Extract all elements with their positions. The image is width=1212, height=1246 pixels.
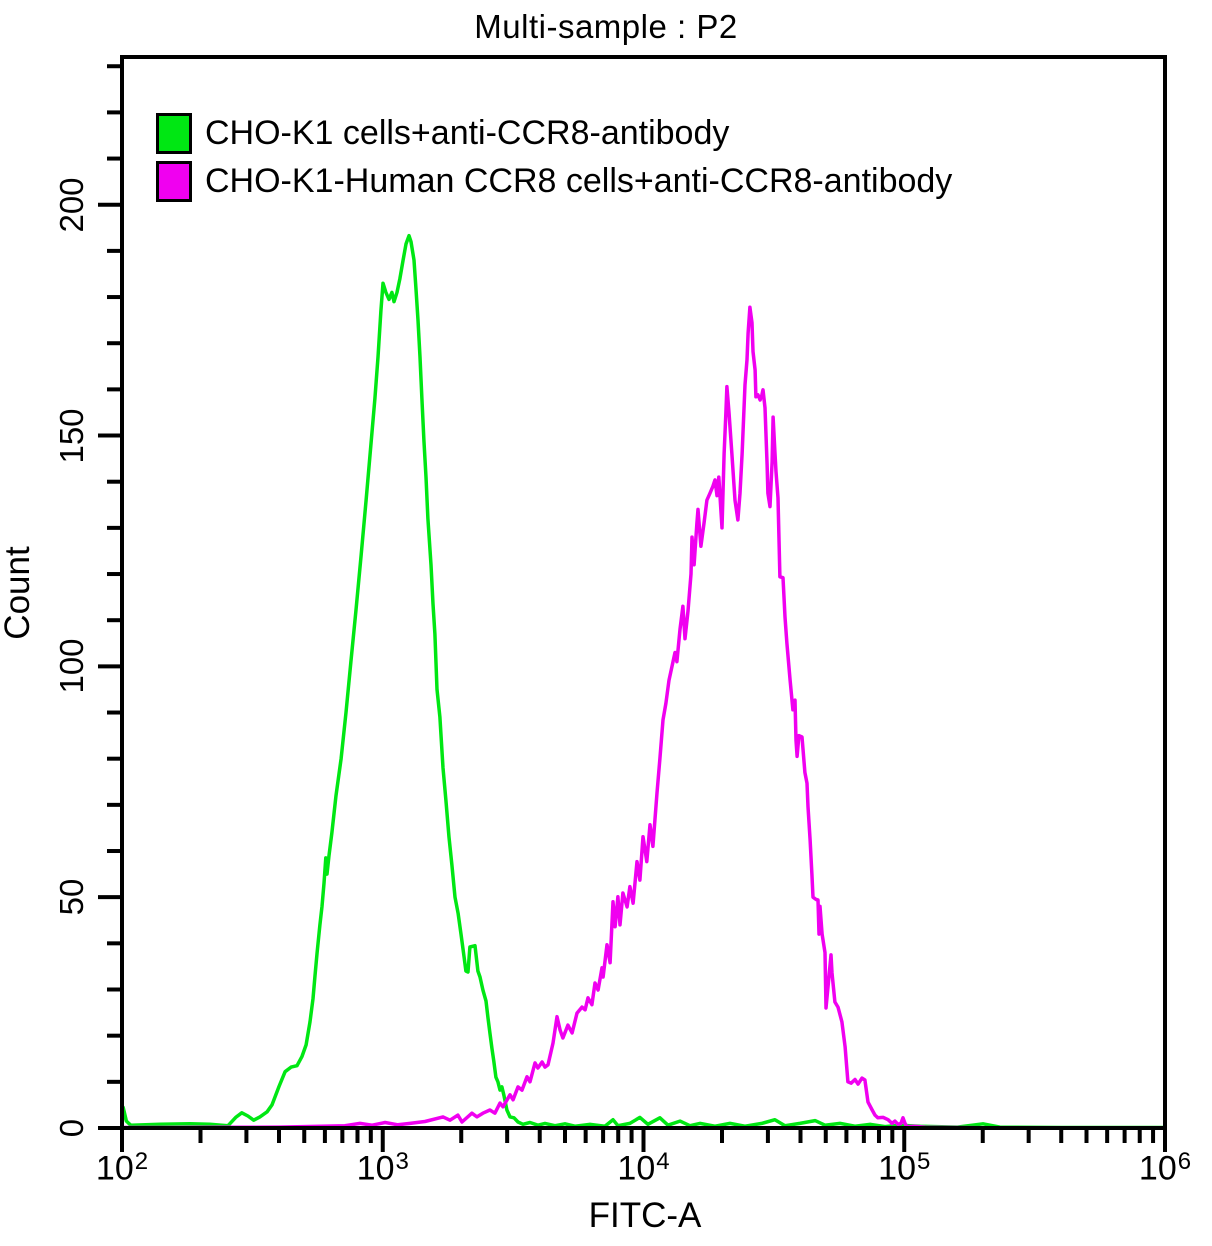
- x-tick-label-10e2: 102: [95, 1148, 149, 1188]
- x-tick-label-10e4: 104: [617, 1148, 670, 1188]
- plot-frame: [120, 55, 1167, 1130]
- y-axis-label: Count: [0, 546, 37, 640]
- histogram-curve-green: [122, 233, 1165, 1128]
- legend-label-cho-k1: CHO-K1 cells+anti-CCR8-antibody: [205, 114, 730, 152]
- y-tick-label-100: 100: [53, 638, 90, 694]
- y-tick-label-150: 150: [53, 408, 90, 464]
- y-tick-label-0: 0: [53, 1118, 90, 1138]
- axis-ticks: [98, 64, 1167, 1152]
- legend-entry-cho-k1-human-ccr8: CHO-K1-Human CCR8 cells+anti-CCR8-antibo…: [156, 158, 952, 204]
- chart-title: Multi-sample : P2: [474, 8, 738, 45]
- histogram-curve-magenta: [122, 305, 1165, 1128]
- y-tick-label-200: 200: [53, 177, 90, 233]
- legend-swatch-magenta: [156, 160, 192, 202]
- histogram-curves: [122, 233, 1165, 1128]
- x-tick-label-10e6: 106: [1138, 1148, 1192, 1188]
- legend-entry-cho-k1: CHO-K1 cells+anti-CCR8-antibody: [156, 110, 952, 156]
- x-tick-label-10e5: 105: [878, 1148, 931, 1188]
- x-tick-label-10e3: 103: [356, 1148, 409, 1188]
- legend-swatch-green: [156, 112, 192, 154]
- legend-label-cho-k1-human-ccr8: CHO-K1-Human CCR8 cells+anti-CCR8-antibo…: [205, 162, 953, 200]
- x-axis-label: FITC-A: [588, 1196, 702, 1235]
- legend: CHO-K1 cells+anti-CCR8-antibody CHO-K1-H…: [156, 110, 952, 204]
- y-tick-label-50: 50: [53, 878, 90, 916]
